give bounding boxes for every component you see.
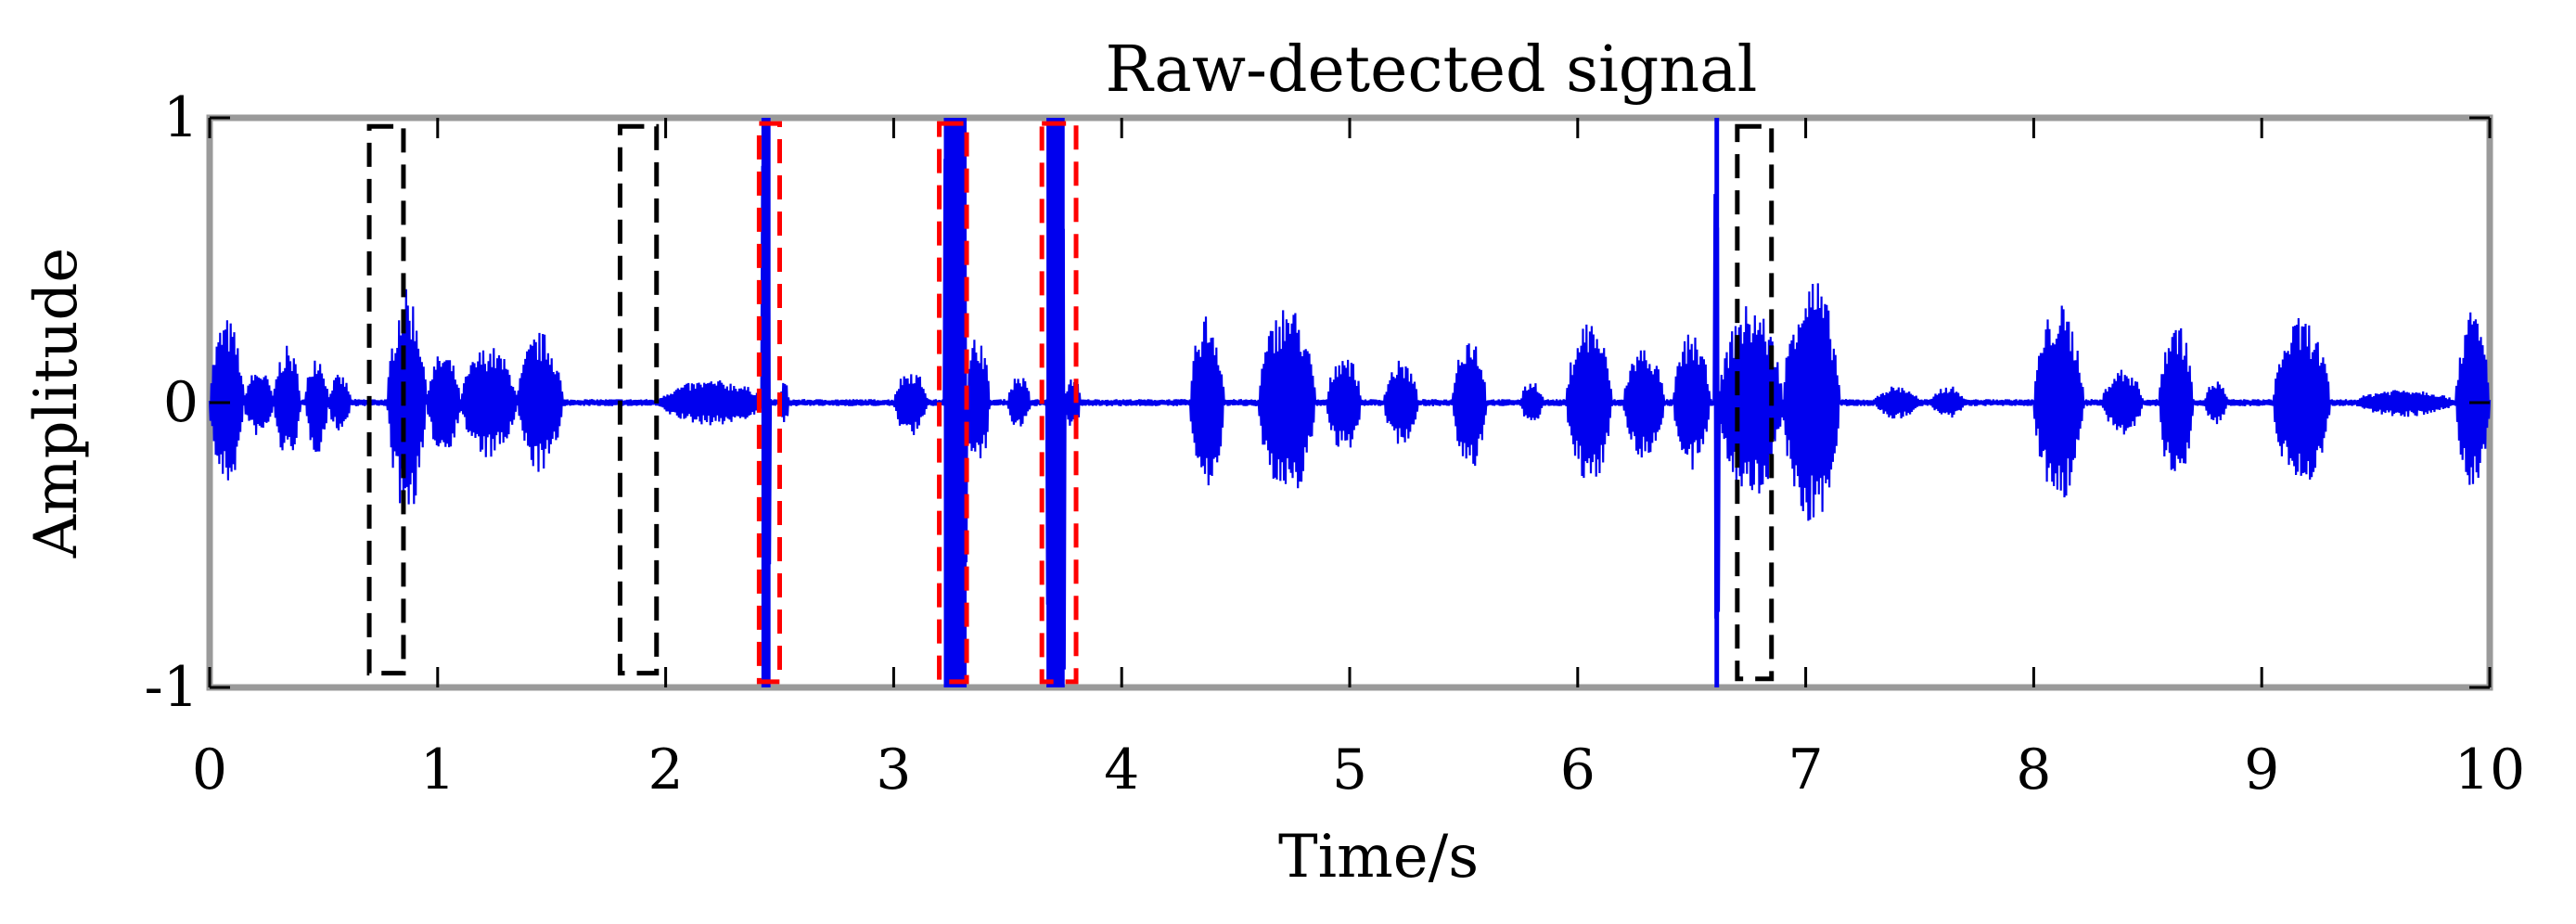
x-tick-labels: 0 1 2 3 4 5 6 7 8 9 10 [192,738,2525,802]
x-tick-label: 5 [1332,738,1367,802]
detection-box-black [617,123,660,676]
saturated-burst [943,118,968,687]
x-tick-label: 9 [2244,738,2279,802]
detection-box-black [366,123,406,676]
y-tick-label: 0 [163,370,199,435]
saturated-burst [761,118,771,687]
detection-box-red [937,121,969,685]
x-tick-label: 0 [192,738,227,802]
detection-box-red [1039,121,1079,685]
y-tick-label: 1 [163,85,199,150]
x-tick-label: 1 [420,738,455,802]
y-axis-label: Amplitude [22,248,91,559]
detection-boxes [366,121,1775,685]
chart-title: Raw-detected signal [1106,33,1758,107]
signal-trace [208,122,2492,674]
detection-box-black [1735,123,1775,682]
x-axis-label: Time/s [1278,823,1479,892]
saturated-burst [1714,118,1720,687]
x-tick-label: 4 [1104,738,1139,802]
detection-box-red [756,121,782,685]
y-tick-label: -1 [145,655,199,720]
x-tick-label: 6 [1560,738,1596,802]
signal-series [208,118,2492,687]
x-tick-label: 7 [1788,738,1824,802]
x-tick-label: 3 [876,738,911,802]
x-tick-label: 8 [2016,738,2051,802]
plot-area [206,114,2493,691]
y-tick-labels: -1 0 1 [145,85,199,720]
x-tick-label: 2 [648,738,684,802]
x-tick-label: 10 [2454,738,2525,802]
axis-ticks [208,116,2492,689]
saturated-burst [1046,118,1065,687]
